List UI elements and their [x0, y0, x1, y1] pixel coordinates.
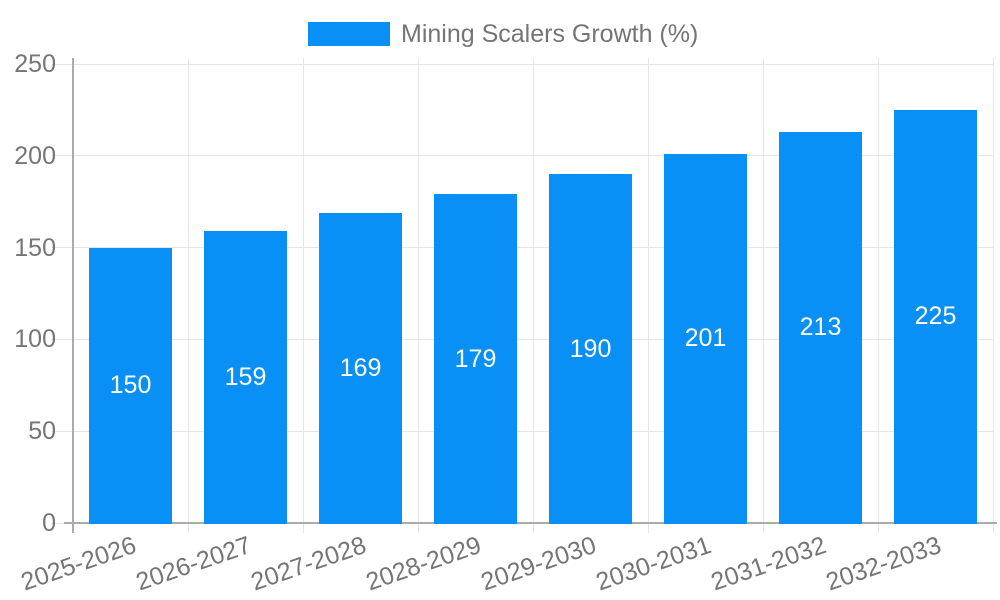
y-tick-label: 100	[14, 325, 56, 354]
legend-swatch-icon	[308, 22, 390, 46]
bar-value-label: 190	[569, 334, 612, 363]
bar: 225	[894, 109, 977, 524]
gridline-x-boundary	[877, 58, 879, 533]
gridline-y-250	[52, 63, 993, 65]
gridline-x-boundary	[187, 58, 189, 533]
y-tick-label: 0	[42, 509, 56, 537]
gridline-x-boundary	[302, 58, 304, 533]
gridline-x-boundary	[647, 58, 649, 533]
x-tick-label: 2027-2028	[247, 531, 370, 597]
bar-value-label: 159	[224, 363, 267, 392]
bar: 213	[779, 131, 862, 524]
x-tick-label: 2029-2030	[477, 531, 600, 597]
gridline-x-boundary	[417, 58, 419, 533]
y-tick-label: 50	[28, 417, 56, 446]
gridline-y-150	[52, 247, 993, 249]
bar: 201	[664, 153, 747, 524]
bar-value-label: 201	[684, 324, 727, 353]
bar-value-label: 179	[454, 344, 497, 373]
bar-value-label: 225	[914, 302, 957, 331]
bar-value-label: 150	[109, 371, 152, 400]
bar: 169	[319, 212, 402, 524]
y-tick-label: 250	[14, 50, 56, 78]
x-tick-label: 2032-2033	[822, 531, 945, 597]
gridline-y-100	[52, 338, 993, 340]
bar-value-label: 213	[799, 313, 842, 342]
bar-value-label: 169	[339, 353, 382, 382]
y-tick-label: 150	[14, 233, 56, 262]
gridline-x-boundary	[532, 58, 534, 533]
gridline-y-200	[52, 155, 993, 157]
gridline-x-boundary	[992, 58, 994, 533]
bar: 179	[434, 194, 517, 524]
x-axis-line	[64, 522, 997, 524]
y-axis-line	[72, 58, 74, 533]
gridline-x-boundary	[762, 58, 764, 533]
x-tick-label: 2028-2029	[362, 531, 485, 597]
x-tick-label: 2030-2031	[592, 531, 715, 597]
bar: 150	[89, 247, 172, 524]
x-tick-label: 2025-2026	[17, 531, 140, 597]
chart-legend[interactable]: Mining Scalers Growth (%)	[308, 20, 698, 48]
legend-label: Mining Scalers Growth (%)	[401, 20, 699, 48]
bar: 159	[204, 231, 287, 524]
gridline-y-50	[52, 430, 993, 432]
x-tick-label: 2026-2027	[132, 531, 255, 597]
y-tick-label: 200	[14, 141, 56, 170]
bar: 190	[549, 174, 632, 524]
x-tick-label: 2031-2032	[707, 531, 830, 597]
